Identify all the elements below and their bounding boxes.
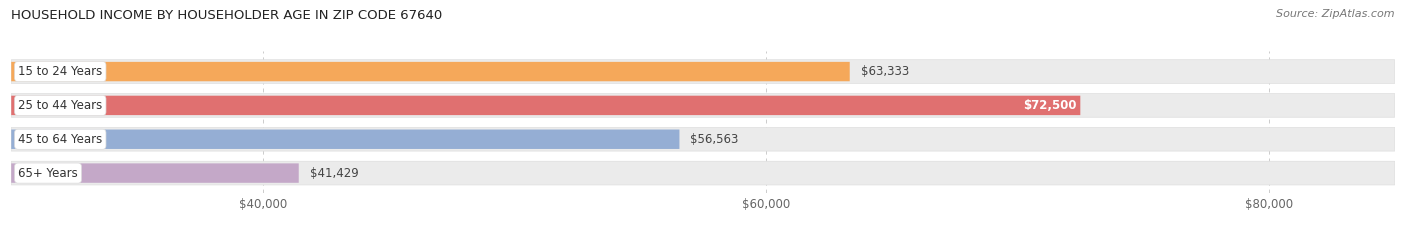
FancyBboxPatch shape	[11, 130, 679, 149]
Text: 25 to 44 Years: 25 to 44 Years	[18, 99, 103, 112]
FancyBboxPatch shape	[11, 161, 1395, 185]
Text: $63,333: $63,333	[860, 65, 910, 78]
Text: $72,500: $72,500	[1022, 99, 1076, 112]
FancyBboxPatch shape	[11, 96, 1080, 115]
Text: 65+ Years: 65+ Years	[18, 167, 77, 180]
FancyBboxPatch shape	[11, 94, 1395, 117]
Text: 45 to 64 Years: 45 to 64 Years	[18, 133, 103, 146]
Text: 15 to 24 Years: 15 to 24 Years	[18, 65, 103, 78]
FancyBboxPatch shape	[11, 62, 849, 81]
FancyBboxPatch shape	[11, 163, 298, 183]
Text: HOUSEHOLD INCOME BY HOUSEHOLDER AGE IN ZIP CODE 67640: HOUSEHOLD INCOME BY HOUSEHOLDER AGE IN Z…	[11, 9, 443, 22]
Text: $56,563: $56,563	[690, 133, 740, 146]
Text: $41,429: $41,429	[309, 167, 359, 180]
FancyBboxPatch shape	[11, 127, 1395, 151]
FancyBboxPatch shape	[11, 60, 1395, 83]
Text: Source: ZipAtlas.com: Source: ZipAtlas.com	[1277, 9, 1395, 19]
